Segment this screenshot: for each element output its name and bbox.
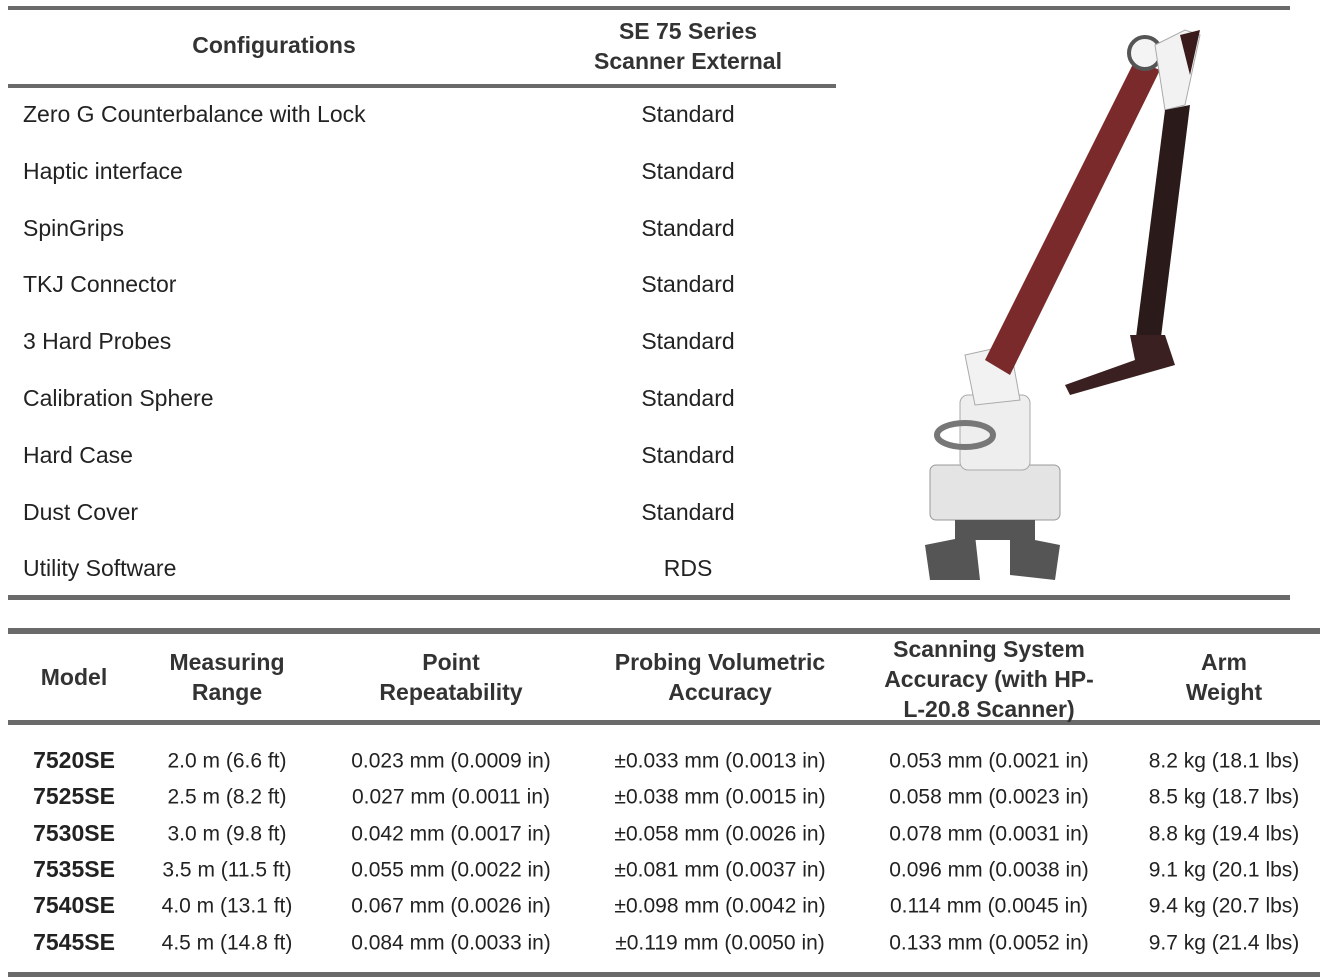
cell-text: SpinGrips [23, 214, 124, 241]
rule [8, 595, 1290, 600]
cell-text: ±0.058 mm (0.0026 in) [614, 821, 826, 845]
cell-text: 7530SE [33, 819, 115, 846]
cell-text: TKJ Connector [23, 271, 177, 298]
cell-text: 0.096 mm (0.0038 in) [889, 858, 1089, 882]
cell-text: Standard [641, 385, 735, 412]
cell-text: 7525SE [33, 783, 115, 810]
rule [8, 628, 1320, 634]
cell-text: 3 Hard Probes [23, 328, 172, 355]
cell-text: Dust Cover [23, 498, 139, 525]
cell-text: SE 75 Series Scanner External [594, 18, 782, 74]
cell-text: Standard [641, 498, 735, 525]
cell-text: 9.1 kg (20.1 lbs) [1148, 858, 1300, 882]
cell-text: 8.8 kg (19.4 lbs) [1148, 821, 1300, 845]
cell-text: 3.5 m (11.5 ft) [162, 858, 292, 882]
cell-text: Scanning System Accuracy (with HP- L-20.… [884, 636, 1094, 722]
cell-text: Standard [641, 101, 735, 128]
cell-text: 0.053 mm (0.0021 in) [889, 749, 1089, 773]
cell-text: Standard [641, 271, 735, 298]
cell-text: 0.084 mm (0.0033 in) [351, 930, 551, 954]
cell-text: Zero G Counterbalance with Lock [23, 101, 366, 128]
cell-text: ±0.119 mm (0.0050 in) [615, 930, 825, 954]
cell-text: 0.055 mm (0.0022 in) [351, 858, 551, 882]
cell-text: 7535SE [33, 855, 115, 882]
cell-text: Utility Software [23, 555, 177, 582]
arm-image [925, 29, 1201, 580]
cell-text: Arm Weight [1185, 649, 1263, 705]
rule [8, 972, 1320, 977]
cell-text: 0.027 mm (0.0011 in) [351, 785, 551, 809]
cell-text: ±0.038 mm (0.0015 in) [614, 785, 826, 809]
cell-text: ±0.033 mm (0.0013 in) [614, 749, 826, 773]
cell-text: Point Repeatability [379, 649, 523, 705]
cell-text: 9.7 kg (21.4 lbs) [1148, 930, 1300, 954]
cell-text: 2.0 m (6.6 ft) [167, 749, 287, 773]
cell-text: Configurations [192, 32, 356, 59]
rule [8, 6, 1290, 10]
cell-text: Hard Case [23, 441, 133, 468]
cell-text: 9.4 kg (20.7 lbs) [1148, 894, 1300, 918]
cell-text: Measuring Range [169, 649, 285, 705]
cell-text: Standard [641, 441, 735, 468]
cell-text: Standard [641, 214, 735, 241]
rule [8, 720, 1320, 725]
cell-text: 4.5 m (14.8 ft) [161, 930, 293, 954]
cell-text: 4.0 m (13.1 ft) [161, 894, 293, 918]
cell-text: 0.133 mm (0.0052 in) [889, 930, 1089, 954]
cell-text: 0.067 mm (0.0026 in) [351, 894, 551, 918]
cell-text: Probing Volumetric Accuracy [614, 649, 826, 705]
cell-text: 8.5 kg (18.7 lbs) [1148, 785, 1300, 809]
cell-text: 0.023 mm (0.0009 in) [351, 749, 551, 773]
cell-text: 7545SE [33, 928, 115, 955]
cell-text: Standard [641, 157, 735, 184]
cell-text: 3.0 m (9.8 ft) [167, 821, 287, 845]
cell-text: 7540SE [33, 892, 115, 919]
cell-text: 0.042 mm (0.0017 in) [351, 821, 551, 845]
rule [8, 84, 836, 88]
cell-text: ±0.081 mm (0.0037 in) [614, 858, 826, 882]
cell-text: 8.2 kg (18.1 lbs) [1148, 749, 1300, 773]
cell-text: 0.114 mm (0.0045 in) [889, 894, 1089, 918]
cell-text: ±0.098 mm (0.0042 in) [614, 894, 826, 918]
cell-text: 2.5 m (8.2 ft) [167, 785, 287, 809]
cell-text: 7520SE [33, 747, 115, 774]
cell-text: RDS [663, 555, 713, 582]
cell-text: Calibration Sphere [23, 385, 214, 412]
cell-text: 0.078 mm (0.0031 in) [889, 821, 1089, 845]
cell-text: Haptic interface [23, 157, 183, 184]
cell-text: Model [40, 664, 108, 691]
cell-text: Standard [641, 328, 735, 355]
cell-text: 0.058 mm (0.0023 in) [889, 785, 1089, 809]
